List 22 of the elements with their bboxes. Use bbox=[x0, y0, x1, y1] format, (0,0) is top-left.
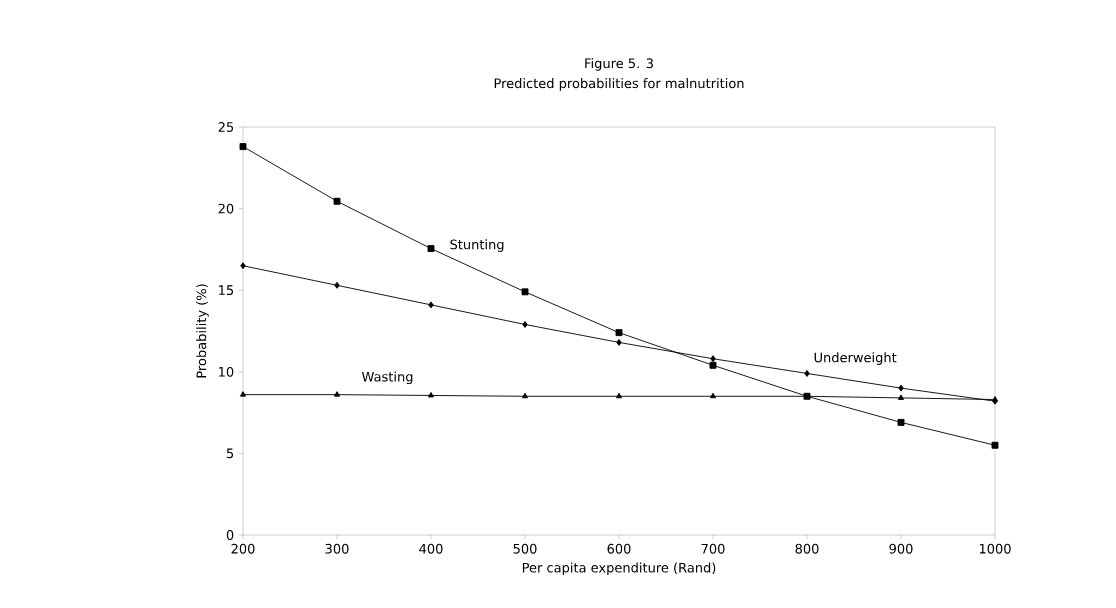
y-tick-label: 20 bbox=[218, 203, 234, 214]
chart-title: Figure 5. 3 bbox=[585, 58, 653, 71]
series-label: Wasting bbox=[361, 371, 413, 385]
series-label: Stunting bbox=[450, 239, 504, 252]
x-tick-label: 700 bbox=[701, 543, 725, 554]
y-tick-label: 15 bbox=[219, 285, 234, 296]
x-tick-label: 1000 bbox=[979, 543, 1011, 554]
x-axis-title: Per capita expenditure (Rand) bbox=[522, 562, 716, 576]
x-tick-label: 200 bbox=[231, 543, 255, 554]
x-tick-label: 900 bbox=[889, 543, 913, 554]
y-tick-label: 5 bbox=[226, 448, 234, 459]
x-tick-label: 800 bbox=[795, 543, 819, 554]
y-tick-label: 0 bbox=[226, 530, 234, 540]
x-tick-label: 400 bbox=[419, 543, 443, 554]
x-tick-label: 500 bbox=[513, 543, 537, 554]
x-tick-label: 300 bbox=[325, 543, 349, 554]
series-label: Underweight bbox=[814, 352, 897, 365]
y-tick-label: 10 bbox=[219, 366, 234, 377]
y-axis-title: Probability (%) bbox=[196, 284, 209, 378]
chart-subtitle: Predicted probabilities for malnutrition bbox=[494, 78, 744, 91]
y-tick-label: 25 bbox=[218, 122, 234, 132]
x-tick-label: 600 bbox=[607, 543, 631, 554]
